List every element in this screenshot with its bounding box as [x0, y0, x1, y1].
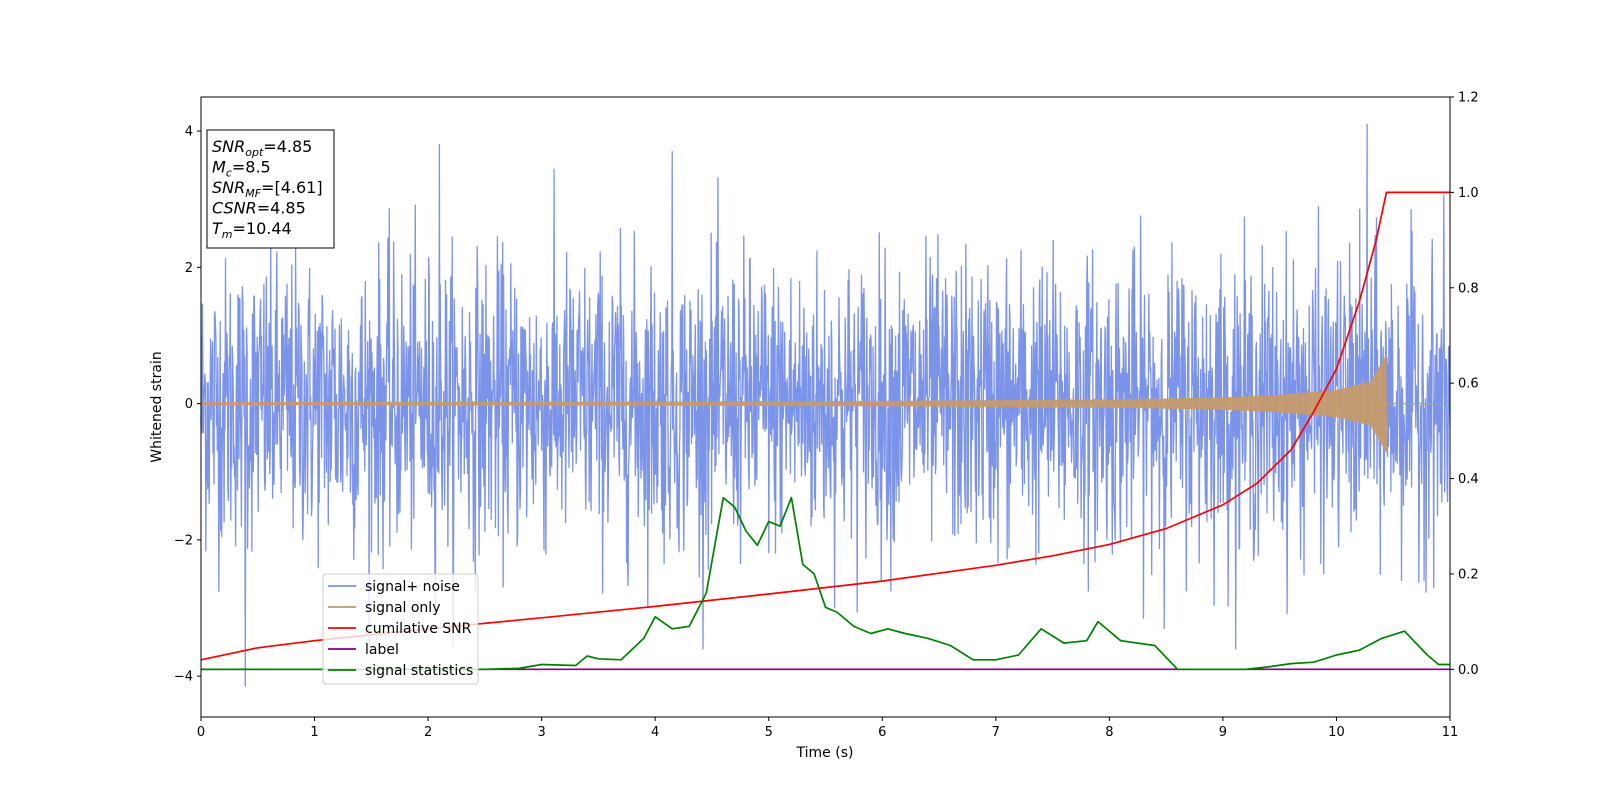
x-tick-label: 11 [1442, 725, 1459, 740]
y-right-tick-label: 0.6 [1458, 377, 1479, 392]
x-tick-label: 6 [878, 725, 886, 740]
legend-entry: label [365, 642, 399, 658]
x-tick-label: 4 [651, 725, 659, 740]
y-left-tick-label: −4 [174, 670, 193, 685]
x-tick-label: 10 [1328, 725, 1345, 740]
annotation-box: SNRopt=4.85Mc=8.5SNRMF=[4.61]CSNR=4.85Tm… [206, 129, 335, 249]
legend: signal+ noise signal only cumilative SNR la… [322, 573, 479, 685]
annotation-line: CSNR=4.85 [212, 199, 306, 218]
y-right-tick-label: 0.4 [1458, 472, 1479, 487]
y-left-tick-label: 0 [185, 397, 193, 412]
x-axis-label: Time (s) [796, 745, 854, 761]
annotation-line: SNRopt=4.85 [212, 137, 312, 159]
annotation-frame [206, 129, 335, 249]
series-signal-statistics [201, 496, 1450, 671]
legend-entry: cumilative SNR [365, 621, 472, 637]
y-axis-label: Whitened strain [149, 351, 165, 462]
y-left-tick-label: 2 [185, 261, 193, 276]
y-right-tick-label: 0.0 [1458, 663, 1479, 678]
annotation-line: Mc=8.5 [212, 158, 271, 180]
axes-frame [200, 96, 1451, 718]
y-right-tick-label: 0.8 [1458, 281, 1479, 296]
series-signal-only [200, 355, 1450, 453]
annotation-line: SNRMF=[4.61] [212, 178, 323, 200]
x-tick-label: 3 [537, 725, 545, 740]
series-signal-noise [200, 123, 1451, 687]
x-tick-label: 7 [992, 725, 1000, 740]
y-right-tick-label: 1.2 [1458, 91, 1479, 106]
legend-frame [322, 573, 479, 685]
x-tick-label: 9 [1219, 725, 1227, 740]
annotation-line: Tm=10.44 [212, 219, 292, 241]
y-left-tick-label: −2 [174, 533, 193, 548]
y-right-tick-label: 0.2 [1458, 567, 1479, 582]
x-tick-label: 2 [424, 725, 432, 740]
x-tick-label: 5 [765, 725, 773, 740]
x-tick-label: 0 [197, 725, 205, 740]
x-tick-label: 1 [310, 725, 318, 740]
ticks: 0 1 2 3 4 5 6 7 8 9 10 11 −4 −2 0 2 4 0.0 0.2 0.4 0.6 0.8 1.0 1… [174, 91, 1479, 741]
legend-entry: signal only [365, 600, 440, 616]
y-right-tick-label: 1.0 [1458, 186, 1479, 201]
legend-entry: signal statistics [365, 663, 473, 679]
legend-entry: signal+ noise [365, 579, 460, 595]
y-left-tick-label: 4 [185, 125, 193, 140]
x-tick-label: 8 [1105, 725, 1113, 740]
